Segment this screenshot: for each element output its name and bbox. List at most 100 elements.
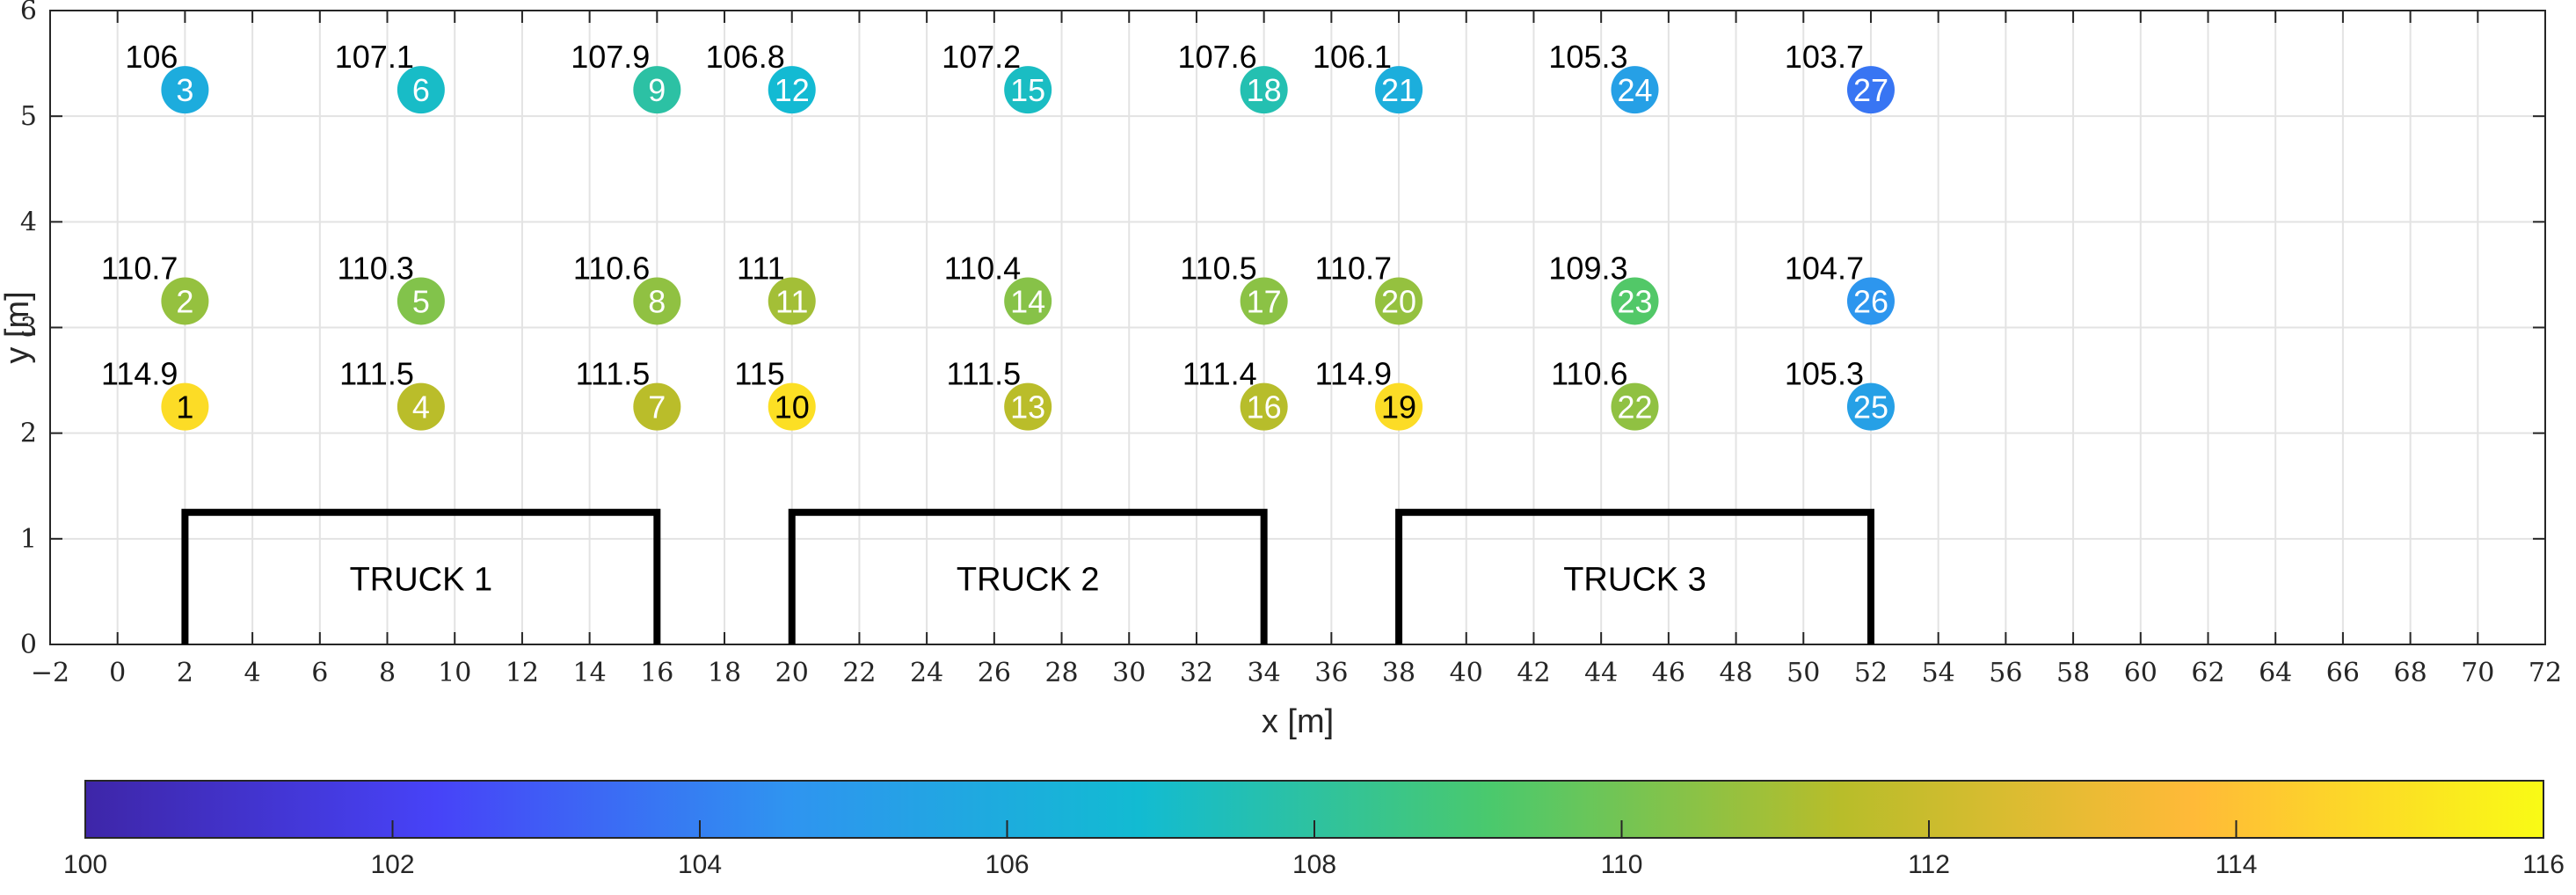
data-point-id: 17 — [1247, 283, 1282, 319]
data-value-label: 107.2 — [942, 39, 1021, 75]
data-point-marker — [397, 382, 445, 431]
truck-label: TRUCK 3 — [1563, 561, 1706, 598]
data-value-label: 111.4 — [1182, 356, 1257, 392]
data-point-marker — [768, 382, 816, 431]
x-tick-label: 30 — [1112, 658, 1146, 688]
truck-outline — [181, 508, 661, 644]
data-point-marker — [1611, 382, 1659, 431]
data-point-id: 8 — [648, 283, 666, 319]
x-tick-label: 10 — [438, 658, 471, 688]
truck-label: TRUCK 2 — [957, 561, 1100, 598]
data-value-label: 110.4 — [944, 250, 1021, 286]
data-point-id: 24 — [1617, 72, 1652, 108]
data-point-marker — [1611, 277, 1659, 325]
x-tick-label: 62 — [2191, 658, 2224, 688]
data-point-id: 21 — [1381, 72, 1416, 108]
data-point-id: 12 — [775, 72, 810, 108]
axis-ticks — [49, 10, 2546, 645]
colorbar-tick-label: 108 — [1292, 850, 1336, 879]
data-point-marker — [768, 66, 816, 114]
y-tick-label: 2 — [20, 418, 37, 449]
colorbar-tick-label: 110 — [1601, 850, 1643, 879]
data-point-id: 27 — [1853, 72, 1888, 108]
data-point-id: 4 — [412, 389, 430, 426]
x-tick-label: 70 — [2461, 658, 2494, 688]
data-points: 1114.92110.731064111.55110.36107.17111.5… — [101, 39, 1895, 431]
colorbar-tick-label: 116 — [2522, 850, 2565, 879]
x-tick-label: 50 — [1786, 658, 1820, 688]
x-tick-label: 18 — [708, 658, 741, 688]
data-point-marker — [1846, 66, 1895, 114]
data-point-id: 13 — [1010, 389, 1045, 426]
colorbar-tick-label: 100 — [63, 850, 107, 879]
y-tick-label: 3 — [20, 313, 37, 344]
x-tick-label: 6 — [311, 658, 328, 688]
data-point-marker — [1846, 277, 1895, 325]
x-tick-label: 26 — [978, 658, 1011, 688]
data-point-marker — [1375, 382, 1423, 431]
colorbar: 100 102 104 106 108 110 112 114 116 — [63, 780, 2565, 879]
x-tick-label: 54 — [1922, 658, 1955, 688]
x-tick-label: 58 — [2056, 658, 2090, 688]
data-point-id: 11 — [775, 283, 808, 319]
data-value-label: 104.7 — [1785, 250, 1864, 286]
colorbar-tick-label: 112 — [1908, 850, 1950, 879]
y-tick-label: 4 — [20, 207, 37, 237]
data-point-marker — [1846, 382, 1895, 431]
data-point-id: 2 — [176, 283, 193, 319]
x-tick-label: 68 — [2394, 658, 2427, 688]
data-value-label: 110.3 — [337, 250, 413, 286]
data-point-id: 16 — [1247, 389, 1282, 426]
data-point-id: 1 — [176, 389, 193, 426]
colorbar-tick-labels: 100 102 104 106 108 110 112 114 116 — [63, 850, 2565, 879]
data-point-id: 22 — [1617, 389, 1652, 426]
x-tick-label: 52 — [1854, 658, 1888, 688]
plot-area: TRUCK 1 TRUCK 2 TRUCK 3 1114.92110.7310641… — [49, 10, 2546, 645]
x-tick-label: 20 — [775, 658, 809, 688]
y-tick-label: 5 — [20, 101, 37, 132]
data-value-label: 110.6 — [573, 250, 650, 286]
data-point-id: 26 — [1853, 283, 1888, 319]
data-value-label: 105.3 — [1548, 39, 1627, 75]
data-value-label: 103.7 — [1785, 39, 1864, 75]
data-value-label: 105.3 — [1785, 356, 1864, 392]
x-tick-label: 12 — [506, 658, 539, 688]
data-point-marker — [633, 277, 681, 325]
data-point-id: 5 — [412, 283, 430, 319]
colorbar-ticks — [391, 820, 2238, 838]
data-point-marker — [1240, 277, 1288, 325]
data-value-label: 111.5 — [946, 356, 1021, 392]
data-value-label: 110.7 — [1315, 250, 1392, 286]
x-tick-label: 56 — [1989, 658, 2022, 688]
data-value-label: 107.1 — [335, 39, 414, 75]
x-axis-label: x [m] — [1262, 703, 1334, 740]
colorbar-tick-label: 114 — [2216, 850, 2258, 879]
data-value-label: 110.7 — [101, 250, 178, 286]
data-value-label: 106.8 — [706, 39, 785, 75]
x-tick-label: 8 — [379, 658, 396, 688]
x-tick-label: 36 — [1314, 658, 1348, 688]
x-tick-label: 24 — [910, 658, 943, 688]
data-value-label: 109.3 — [1548, 250, 1627, 286]
x-tick-label: 34 — [1248, 658, 1281, 688]
data-value-label: 115 — [734, 356, 784, 392]
y-axis-label: y [m] — [0, 291, 36, 363]
data-value-label: 114.9 — [1315, 356, 1392, 392]
colorbar-tick-label: 104 — [678, 850, 722, 879]
data-point-id: 14 — [1010, 283, 1045, 319]
x-tick-label: 42 — [1517, 658, 1550, 688]
data-point-marker — [397, 277, 445, 325]
data-point-id: 23 — [1617, 283, 1652, 319]
data-point-id: 15 — [1010, 72, 1045, 108]
x-tick-label: 48 — [1719, 658, 1752, 688]
y-tick-label: 0 — [20, 629, 37, 660]
x-tick-label: 46 — [1652, 658, 1685, 688]
x-tick-label: 22 — [842, 658, 876, 688]
data-value-label: 111.5 — [339, 356, 414, 392]
x-tick-label: 0 — [109, 658, 126, 688]
data-point-id: 10 — [775, 389, 810, 426]
data-value-label: 110.5 — [1180, 250, 1256, 286]
data-point-id: 20 — [1381, 283, 1416, 319]
data-point-id: 6 — [412, 72, 430, 108]
